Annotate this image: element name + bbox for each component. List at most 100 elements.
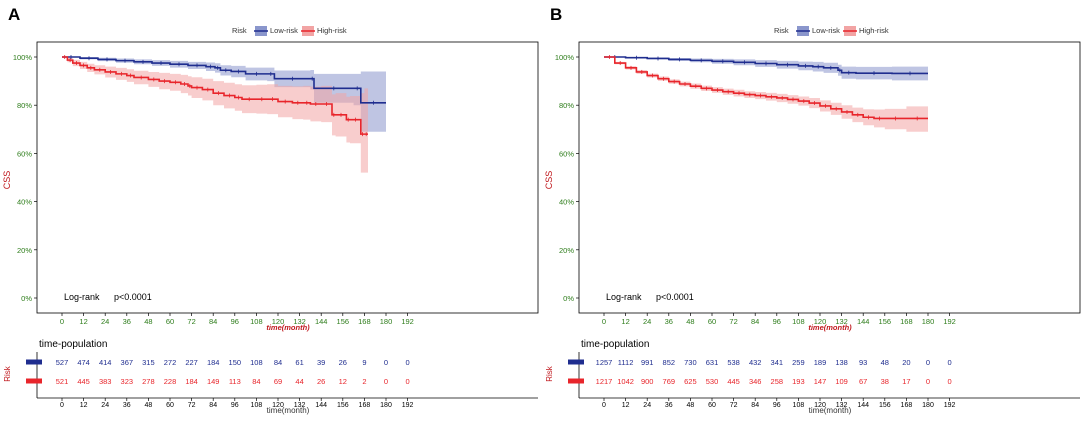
risk-x-tick-label: 0: [602, 402, 606, 409]
risk-x-tick-label: 84: [209, 402, 217, 409]
x-tick-label: 192: [401, 317, 414, 326]
risk-count: 315: [142, 358, 155, 367]
y-tick-label: 100%: [13, 53, 33, 62]
plot-area: 0% 20% 40% 60% 80% 100% 0 12 24 36 48 60 72 84 96 108 12…: [555, 41, 1081, 326]
legend-entry-low-risk: Low-risk: [812, 26, 840, 35]
risk-count: 538: [727, 358, 740, 367]
x-tick-label: 96: [773, 317, 781, 326]
legend: Risk Low-risk High-risk: [774, 26, 889, 36]
risk-x-tick-label: 60: [166, 402, 174, 409]
risk-count: 67: [859, 377, 867, 386]
panel-label: A: [8, 5, 20, 24]
x-tick-label: 84: [751, 317, 759, 326]
risk-count: 69: [274, 377, 282, 386]
risk-count: 228: [164, 377, 177, 386]
legend: Risk Low-risk High-risk: [232, 26, 347, 36]
x-tick-label: 120: [272, 317, 285, 326]
x-tick-label: 0: [60, 317, 64, 326]
x-tick-label: 36: [665, 317, 673, 326]
risk-count: 852: [663, 358, 676, 367]
risk-x-tick-label: 108: [251, 402, 263, 409]
risk-count: 0: [926, 377, 930, 386]
risk-count: 193: [792, 377, 805, 386]
y-tick-label: 0%: [563, 294, 574, 303]
risk-count: 259: [792, 358, 805, 367]
risk-count: 278: [142, 377, 155, 386]
risk-x-tick-label: 120: [814, 402, 826, 409]
risk-table: 1257 1112 991 852 730 631 538 432 341 259 189 138 93…: [568, 352, 1080, 409]
risk-count: 108: [250, 358, 263, 367]
plot-area: 0% 20% 40% 60% 80% 100% 0 12 24 36 48 60 72 84 96 108 12…: [13, 41, 539, 326]
x-tick-label: 36: [123, 317, 131, 326]
x-tick-label: 12: [621, 317, 629, 326]
y-axis-label: CSS: [2, 171, 12, 190]
x-tick-label: 180: [922, 317, 935, 326]
risk-count: 20: [902, 358, 910, 367]
risk-x-tick-label: 180: [380, 402, 392, 409]
risk-x-tick-label: 72: [730, 402, 738, 409]
legend-entry-high-risk: High-risk: [317, 26, 347, 35]
risk-x-tick-label: 48: [145, 402, 153, 409]
risk-table-title: time-population: [39, 339, 107, 350]
logrank-label: Log-rank: [64, 292, 100, 302]
risk-count: 1042: [617, 377, 634, 386]
p-value: p<0.0001: [656, 292, 694, 302]
risk-x-tick-label: 132: [294, 402, 306, 409]
risk-x-tick-label: 132: [836, 402, 848, 409]
risk-count: 474: [77, 358, 90, 367]
risk-count: 84: [274, 358, 282, 367]
legend-title: Risk: [232, 26, 247, 35]
x-tick-label: 156: [879, 317, 892, 326]
risk-x-tick-label: 36: [123, 402, 131, 409]
risk-count: 367: [121, 358, 134, 367]
risk-count: 26: [339, 358, 347, 367]
x-tick-label: 84: [209, 317, 217, 326]
risk-count: 44: [295, 377, 303, 386]
x-tick-label: 12: [79, 317, 87, 326]
x-tick-label: 24: [643, 317, 651, 326]
x-tick-label: 72: [729, 317, 737, 326]
y-tick-label: 20%: [559, 246, 574, 255]
km-chart-panel-b: B Risk Low-risk High-risk CSS Log-rank p…: [544, 5, 1081, 415]
risk-table-ylabel: Risk: [3, 365, 12, 382]
risk-count: 147: [814, 377, 827, 386]
risk-count: 9: [362, 358, 366, 367]
legend-entry-low-risk: Low-risk: [270, 26, 298, 35]
risk-count: 12: [339, 377, 347, 386]
risk-x-tick-label: 192: [402, 402, 414, 409]
risk-count: 769: [663, 377, 676, 386]
risk-count: 61: [295, 358, 303, 367]
risk-count: 991: [641, 358, 654, 367]
survival-curve-high-risk: [62, 56, 368, 135]
risk-count: 625: [684, 377, 697, 386]
y-tick-label: 60%: [559, 149, 574, 158]
risk-table-xlabel: time(month): [809, 406, 852, 415]
y-tick-label: 100%: [555, 53, 575, 62]
risk-x-tick-label: 12: [622, 402, 630, 409]
risk-count: 0: [926, 358, 930, 367]
x-tick-label: 120: [814, 317, 827, 326]
y-tick-label: 0%: [21, 294, 32, 303]
panel-label: B: [550, 5, 562, 24]
y-tick-label: 60%: [17, 149, 32, 158]
risk-count: 26: [317, 377, 325, 386]
x-tick-label: 48: [686, 317, 694, 326]
x-tick-label: 168: [900, 317, 913, 326]
risk-count: 530: [706, 377, 719, 386]
legend-title: Risk: [774, 26, 789, 35]
risk-count: 445: [77, 377, 90, 386]
risk-x-tick-label: 60: [708, 402, 716, 409]
risk-count: 1112: [618, 358, 634, 367]
risk-count: 109: [835, 377, 848, 386]
risk-count: 184: [207, 358, 220, 367]
x-tick-label: 144: [315, 317, 328, 326]
risk-x-tick-label: 180: [922, 402, 934, 409]
risk-count: 39: [317, 358, 325, 367]
risk-table-ylabel: Risk: [545, 365, 554, 382]
risk-x-tick-label: 84: [751, 402, 759, 409]
risk-x-tick-label: 96: [773, 402, 781, 409]
x-tick-label: 180: [380, 317, 393, 326]
x-tick-label: 156: [337, 317, 350, 326]
x-tick-label: 60: [166, 317, 174, 326]
risk-count: 346: [749, 377, 762, 386]
